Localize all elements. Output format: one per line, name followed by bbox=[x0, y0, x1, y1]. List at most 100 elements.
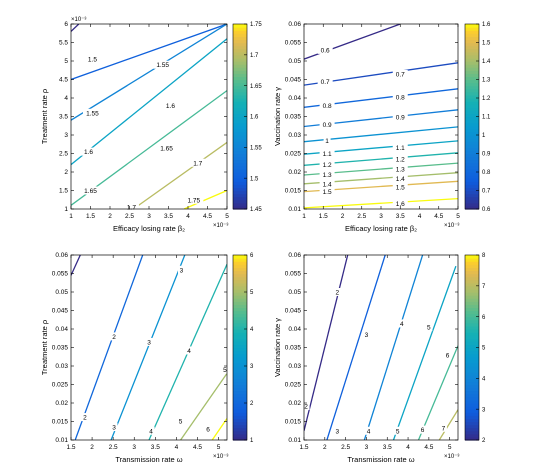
colorbar-segment bbox=[465, 372, 479, 376]
colorbar-segment bbox=[233, 135, 247, 139]
colorbar-segment bbox=[465, 42, 479, 47]
contour-label: 1.4 bbox=[323, 181, 332, 188]
x-tick-label: 1.5 bbox=[86, 213, 95, 220]
x-tick-label: 4 bbox=[186, 213, 190, 220]
contour-line-8 bbox=[180, 373, 227, 440]
y-tick-label: 0.035 bbox=[52, 345, 69, 352]
colorbar-segment bbox=[233, 196, 247, 201]
contour-line-10 bbox=[183, 189, 227, 209]
contour-label-bg bbox=[323, 136, 331, 145]
contour-line-4 bbox=[71, 38, 227, 166]
colorbar-segment bbox=[233, 24, 247, 28]
colorbar-segment bbox=[233, 350, 247, 355]
colorbar-segment bbox=[465, 156, 479, 161]
x-tick-label: 1.5 bbox=[66, 444, 75, 451]
contour-label: 1.3 bbox=[396, 167, 405, 174]
colorbar-segment bbox=[465, 67, 479, 71]
colorbar-segment bbox=[233, 396, 247, 401]
colorbar-segment bbox=[233, 267, 247, 272]
contour-line-6 bbox=[71, 90, 227, 206]
colorbar-segment bbox=[233, 131, 247, 136]
contour-label-bg bbox=[81, 147, 97, 156]
colorbar-segment bbox=[465, 199, 479, 204]
x-exponent-label: ×10⁻³ bbox=[213, 454, 228, 460]
colorbar-segment bbox=[233, 48, 247, 53]
colorbar-segment bbox=[233, 258, 247, 262]
colorbar-segment bbox=[233, 313, 247, 318]
plot-area bbox=[304, 255, 458, 440]
colorbar-segment bbox=[465, 138, 479, 142]
colorbar-segment bbox=[233, 193, 247, 198]
x-tick-label: 4 bbox=[175, 444, 179, 451]
colorbar-segment bbox=[233, 113, 247, 118]
colorbar: 0.6 0.7 0.8 0.9 1 1.1 1.2 1.3 1.4 1.5 1.6 bbox=[464, 22, 491, 213]
colorbar-segment bbox=[465, 332, 479, 336]
x-tick-label: 4.5 bbox=[434, 213, 443, 220]
contour-label-bg bbox=[319, 179, 335, 188]
colorbar-segment bbox=[465, 359, 479, 364]
colorbar-segment bbox=[465, 307, 479, 312]
y-axis-label: Treatment rate ρ bbox=[40, 320, 49, 375]
colorbar-segment bbox=[233, 273, 247, 278]
contour-label-bg bbox=[302, 401, 310, 410]
colorbar-segment bbox=[233, 381, 247, 386]
colorbar-segment bbox=[233, 418, 247, 423]
contour-label-bg bbox=[365, 426, 373, 435]
colorbar-segment bbox=[465, 131, 479, 136]
colorbar-tick-label: 7 bbox=[482, 284, 486, 290]
colorbar-segment bbox=[233, 76, 247, 81]
contour-label-bg bbox=[333, 288, 341, 296]
x-tick-label: 3.5 bbox=[151, 444, 160, 451]
colorbar-segment bbox=[465, 27, 479, 31]
colorbar-segment bbox=[465, 403, 479, 407]
colorbar-segment bbox=[465, 362, 479, 367]
contour-label: 1.3 bbox=[323, 172, 332, 179]
colorbar-segment bbox=[465, 285, 479, 290]
x-exponent-label: ×10⁻³ bbox=[213, 223, 228, 229]
colorbar-segment bbox=[233, 319, 247, 324]
colorbar-segment bbox=[233, 156, 247, 161]
contour-line-6 bbox=[392, 265, 457, 440]
colorbar-segment bbox=[233, 79, 247, 84]
contour-label: 1.7 bbox=[193, 160, 202, 167]
colorbar-segment bbox=[233, 85, 247, 90]
colorbar-segment bbox=[233, 359, 247, 364]
colorbar-segment bbox=[233, 178, 247, 182]
colorbar-segment bbox=[233, 276, 247, 281]
x-tick-label: 4 bbox=[406, 444, 410, 451]
colorbar-segment bbox=[465, 270, 479, 275]
colorbar-tick-label: 1 bbox=[482, 133, 486, 139]
contour-label-bg bbox=[177, 416, 185, 425]
contour-label: 2 bbox=[83, 415, 87, 422]
colorbar-segment bbox=[465, 424, 479, 429]
contour-label-bg bbox=[81, 186, 100, 195]
contour-label: 1.6 bbox=[84, 149, 93, 156]
contour-label: 4 bbox=[187, 348, 191, 355]
colorbar-segment bbox=[465, 319, 479, 324]
contour-label: 0.6 bbox=[321, 47, 330, 54]
contour-label-bg bbox=[123, 203, 139, 212]
x-axis-label: Transmission rate ω bbox=[347, 455, 414, 464]
contour-line-0 bbox=[304, 255, 349, 431]
colorbar-segment bbox=[465, 91, 479, 96]
colorbar-segment bbox=[465, 79, 479, 84]
colorbar-segment bbox=[233, 255, 247, 259]
contour-label: 2 bbox=[335, 290, 339, 297]
colorbar-segment bbox=[465, 301, 479, 305]
contour-label-bg bbox=[110, 423, 118, 432]
contour-label-bg bbox=[392, 92, 408, 101]
colorbar-segment bbox=[465, 147, 479, 152]
contour-panel-3: 2 2 3 3 3 4 4 5 5 6 1.5 2 2.5 3 3.5 4 4.5 5 0.01 0.015 0.02 0… bbox=[40, 252, 254, 464]
contour-label-bg bbox=[392, 155, 408, 164]
contour-label: 0.7 bbox=[396, 71, 405, 78]
x-tick-label: 5 bbox=[217, 444, 221, 451]
colorbar-segment bbox=[465, 73, 479, 78]
contour-label: 1.5 bbox=[323, 189, 332, 196]
contour-label: 1.2 bbox=[323, 162, 332, 169]
contour-label-bg bbox=[317, 45, 333, 54]
contour-label: 3 bbox=[112, 425, 116, 432]
colorbar-box bbox=[232, 254, 248, 441]
colorbar-segment bbox=[465, 107, 479, 111]
y-tick-label: 1 bbox=[64, 206, 68, 213]
contour-label: 1.4 bbox=[396, 176, 405, 183]
